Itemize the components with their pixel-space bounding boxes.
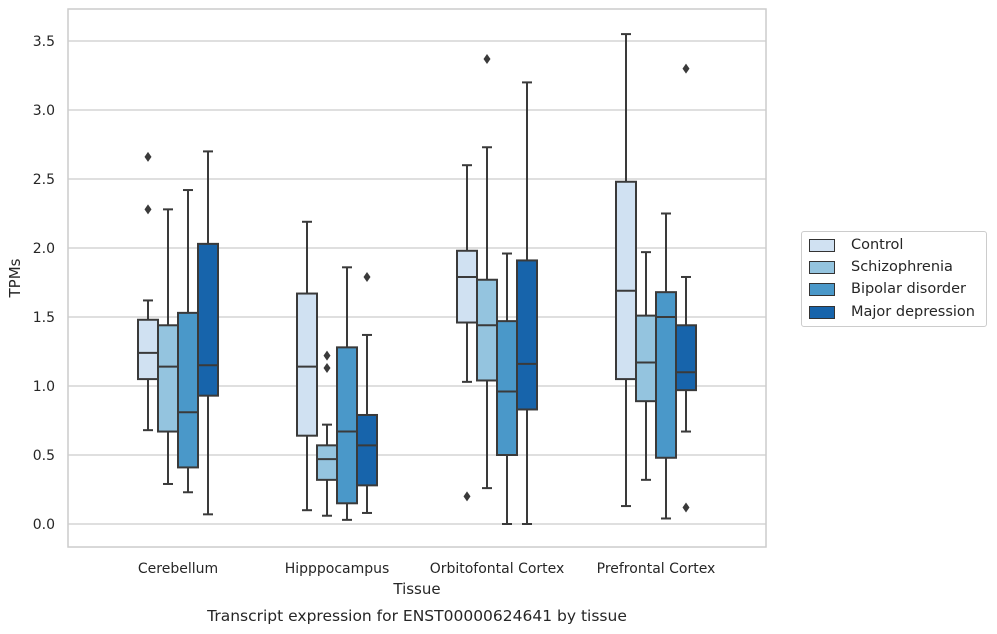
box-plot (336, 266, 358, 521)
outlier-point (463, 491, 471, 502)
y-tick-label: 0.5 (33, 448, 55, 464)
box-plot (496, 252, 518, 525)
outlier-point (682, 63, 690, 74)
box-plot (356, 271, 378, 514)
x-axis-label: Tissue (392, 580, 440, 598)
x-tick-label: Hipppocampus (285, 561, 390, 577)
iqr-box (635, 314, 657, 403)
box-plot (655, 212, 677, 520)
iqr-box (177, 311, 199, 469)
x-tick-label: Orbitofontal Cortex (430, 561, 565, 577)
iqr-box (496, 320, 518, 457)
outlier-point (682, 502, 690, 513)
box-plot (177, 189, 199, 494)
iqr-box (137, 318, 159, 381)
legend-item-major-depression: Major depression (809, 302, 975, 322)
iqr-box (296, 292, 318, 437)
legend-label-schizophrenia: Schizophrenia (851, 259, 953, 275)
legend-item-schizophrenia: Schizophrenia (809, 257, 953, 277)
legend-label-major-depression: Major depression (851, 304, 975, 320)
legend-item-bipolar-disorder: Bipolar disorder (809, 279, 966, 299)
iqr-box (356, 413, 378, 487)
box-plot (197, 150, 219, 516)
outlier-point (363, 271, 371, 282)
x-tick-labels: Cerebellum Hipppocampus Orbitofontal Corte… (138, 561, 715, 577)
box-plot (296, 220, 318, 512)
y-tick-label: 2.0 (33, 241, 55, 257)
box-plot (137, 151, 159, 432)
box-plot (675, 63, 697, 513)
legend: Control Schizophrenia Bipolar disorder M… (801, 231, 987, 327)
legend-swatch-control (809, 238, 835, 252)
y-tick-label: 3.0 (33, 103, 55, 119)
legend-label-bipolar-disorder: Bipolar disorder (851, 281, 966, 297)
legend-label-control: Control (851, 237, 904, 253)
iqr-box (615, 180, 637, 381)
legend-swatch-bipolar-disorder (809, 282, 835, 296)
outlier-point (144, 151, 152, 162)
outlier-point (323, 363, 331, 374)
y-tick-label: 1.5 (33, 310, 55, 326)
box-plot (635, 251, 657, 481)
box-plot (615, 33, 637, 508)
y-axis-label: TPMs (6, 258, 24, 298)
outlier-point (323, 350, 331, 361)
x-tick-label: Prefrontal Cortex (597, 561, 716, 577)
box-plot (456, 164, 478, 502)
iqr-box (336, 346, 358, 505)
outlier-point (144, 204, 152, 215)
iqr-box (456, 249, 478, 324)
y-tick-label: 1.0 (33, 379, 55, 395)
box-plot (476, 53, 498, 490)
y-tick-label: 2.5 (33, 172, 55, 188)
box-plot (516, 81, 538, 525)
box-plot (316, 350, 338, 517)
y-tick-labels: 0.0 0.5 1.0 1.5 2.0 2.5 3.0 3.5 (33, 34, 55, 533)
iqr-box (516, 259, 538, 411)
y-tick-label: 0.0 (33, 517, 55, 533)
box-plot (157, 208, 179, 485)
iqr-box (197, 242, 219, 397)
iqr-box (675, 324, 697, 392)
iqr-box (316, 444, 338, 481)
y-tick-label: 3.5 (33, 34, 55, 50)
legend-swatch-major-depression (809, 305, 835, 319)
chart-title: Transcript expression for ENST0000062464… (206, 607, 627, 625)
x-tick-label: Cerebellum (138, 561, 218, 577)
iqr-box (476, 278, 498, 382)
legend-item-control: Control (809, 235, 903, 255)
box-series (137, 33, 697, 525)
iqr-box (157, 324, 179, 433)
plot-frame (67, 8, 767, 548)
outlier-point (483, 53, 491, 64)
legend-swatch-schizophrenia (809, 260, 835, 274)
